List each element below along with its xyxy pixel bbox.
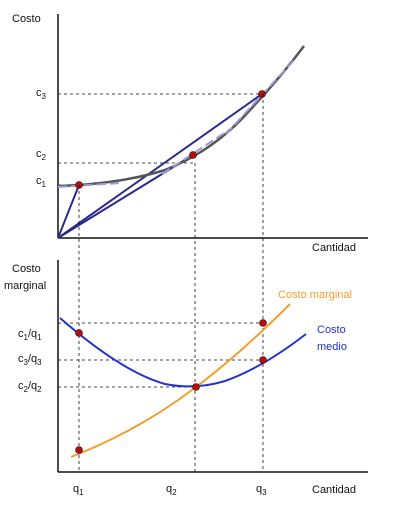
average-cost-curve: [59, 317, 307, 388]
total-cost-curve: [57, 45, 305, 188]
ray-q1: [57, 184, 80, 239]
tick-c2-over-q2: c2/q2: [18, 380, 42, 394]
tangent-q3: [225, 57, 297, 135]
top-x-axis-label: Cantidad: [312, 242, 356, 254]
tick-c3: c3: [36, 87, 47, 101]
point-q1-average: [75, 329, 83, 337]
legend-average-cost-line2: medio: [317, 341, 347, 353]
bottom-x-axis-label: Cantidad: [312, 484, 356, 496]
tangent-q2: [161, 127, 233, 175]
point-q3-average: [259, 356, 267, 364]
tick-q1: q1: [73, 483, 84, 497]
top-panel: Costo Cantidad c3 c2 c1: [12, 13, 368, 254]
ray-q3: [57, 93, 263, 239]
point-q3-marginal: [259, 319, 267, 327]
bottom-y-axis-label-line2: marginal: [4, 280, 46, 292]
top-y-axis-label: Costo: [12, 13, 41, 25]
bottom-panel: Costo marginal Cantidad c1/q1 c3/q3 c2/q…: [4, 260, 368, 497]
tick-c1: c1: [36, 175, 47, 189]
tick-c1-over-q1: c1/q1: [18, 328, 42, 342]
point-q2-intersection: [192, 383, 200, 391]
bottom-y-axis-label-line1: Costo: [12, 263, 41, 275]
point-q1-marginal: [75, 446, 83, 454]
legend-marginal-cost: Costo marginal: [278, 289, 352, 301]
tangent-q1: [57, 182, 121, 188]
legend-average-cost-line1: Costo: [317, 324, 346, 336]
marginal-cost-curve: [70, 303, 291, 458]
tick-q2: q2: [166, 483, 177, 497]
tick-c3-over-q3: c3/q3: [18, 353, 42, 367]
tick-q3: q3: [256, 483, 267, 497]
tick-c2: c2: [36, 148, 47, 162]
point-q2-total: [189, 151, 197, 159]
point-q3-total: [258, 90, 266, 98]
